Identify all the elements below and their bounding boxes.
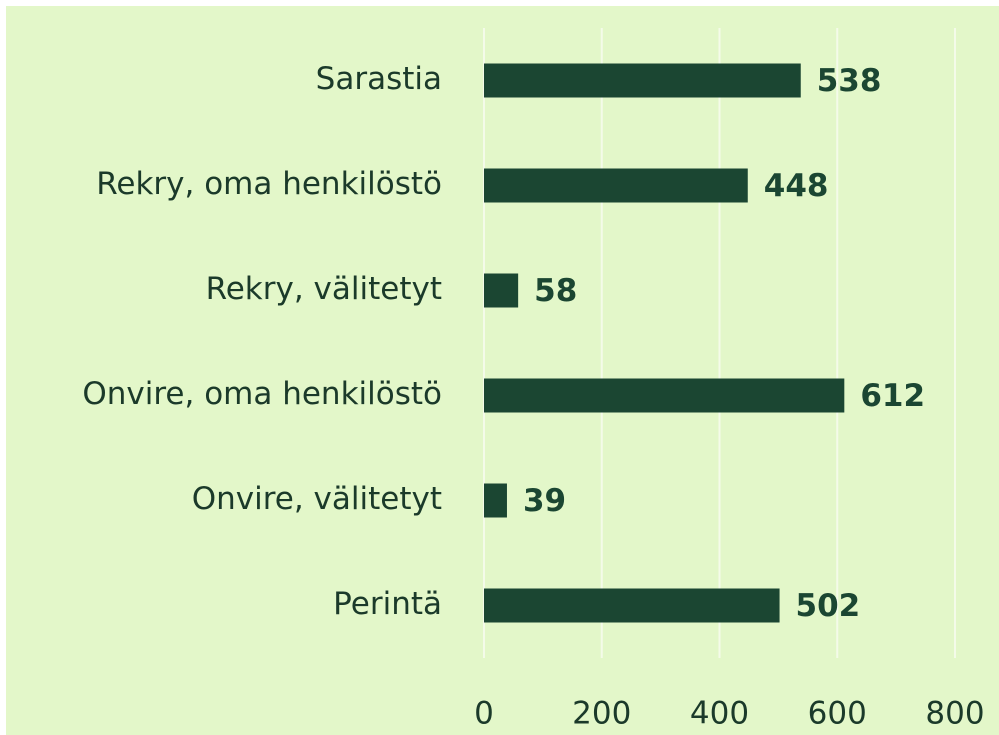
data-label: 58 — [534, 273, 577, 309]
y-tick-label: Rekry, oma henkilöstö — [96, 166, 442, 202]
bar — [484, 168, 748, 203]
y-tick-label: Rekry, välitetyt — [206, 271, 442, 307]
x-tick-label: 800 — [925, 696, 984, 732]
bar — [484, 273, 519, 308]
bar — [484, 588, 780, 623]
y-tick-label: Perintä — [333, 586, 442, 622]
bar — [484, 483, 507, 518]
y-tick-label: Onvire, välitetyt — [192, 481, 442, 517]
x-tick-label: 600 — [808, 696, 867, 732]
y-tick-label: Onvire, oma henkilöstö — [82, 376, 442, 412]
data-label: 538 — [817, 63, 882, 99]
data-label: 39 — [523, 483, 566, 519]
x-tick-label: 400 — [690, 696, 749, 732]
data-label: 502 — [796, 588, 861, 624]
x-tick-label: 200 — [572, 696, 631, 732]
data-label: 612 — [860, 378, 925, 414]
data-label: 448 — [764, 168, 829, 204]
bar — [484, 378, 845, 413]
bar — [484, 63, 801, 98]
chart-background — [6, 6, 999, 735]
y-tick-label: Sarastia — [316, 61, 442, 97]
x-tick-label: 0 — [474, 696, 494, 732]
